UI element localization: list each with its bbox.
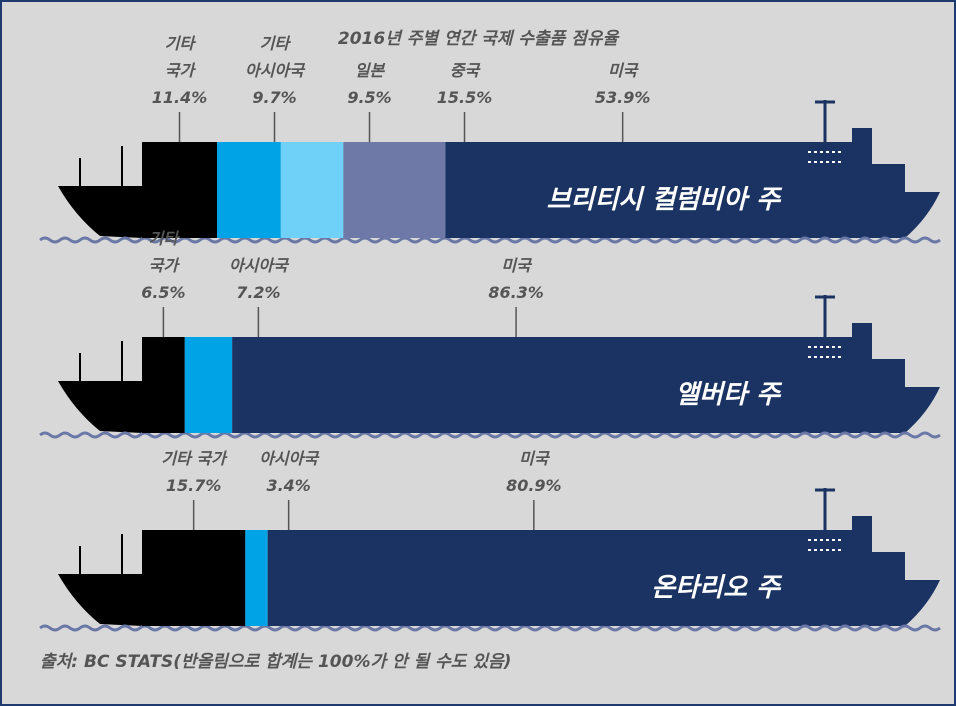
bar-segment	[267, 530, 801, 626]
category-label: 기타 국가	[165, 34, 197, 80]
ship-name: 앨버타 주	[675, 380, 783, 410]
ship-stern	[800, 128, 940, 238]
ship-name: 브리티시 컬럼비아 주	[547, 185, 783, 215]
value-label: 80.9%	[506, 476, 562, 495]
bar-segment	[280, 142, 344, 238]
value-label: 6.5%	[141, 283, 185, 302]
waves	[39, 236, 941, 244]
source-note: 출처: BC STATS(반올림으로 합계는 100%가 안 될 수도 있음)	[40, 652, 511, 672]
ship-stern	[800, 323, 940, 433]
value-label: 3.4%	[266, 476, 310, 495]
ship-name: 온타리오 주	[651, 573, 783, 603]
value-label: 9.7%	[252, 88, 296, 107]
value-label: 86.3%	[488, 283, 544, 302]
value-label: 11.4%	[152, 88, 208, 107]
value-label: 53.9%	[595, 88, 651, 107]
ship-bow	[58, 142, 142, 238]
value-label: 9.5%	[347, 88, 391, 107]
ship-stern	[800, 516, 940, 626]
bar-segment	[343, 142, 446, 238]
category-label: 아시아국	[259, 449, 320, 468]
bar-segment	[445, 142, 800, 238]
ship-bow	[58, 530, 142, 626]
value-label: 15.7%	[166, 476, 222, 495]
bar-segment	[142, 142, 218, 238]
bar-segment	[142, 530, 246, 626]
category-label: 기타 국가	[149, 229, 181, 275]
waves	[39, 624, 941, 632]
value-label: 15.5%	[437, 88, 493, 107]
chart-title: 2016년 주별 연간 국제 수출품 점유율	[338, 29, 621, 49]
bar-segment	[184, 337, 233, 433]
bar-segment	[232, 337, 800, 433]
category-label: 미국	[501, 256, 533, 275]
category-label: 중국	[450, 61, 482, 80]
category-label: 미국	[608, 61, 640, 80]
category-label: 기타 국가	[161, 449, 228, 468]
ship-bow	[58, 337, 142, 433]
category-label: 기타 아시아국	[245, 34, 306, 80]
category-label: 미국	[519, 449, 551, 468]
category-label: 아시아국	[229, 256, 290, 275]
category-label: 일본	[355, 61, 386, 80]
bar-segment	[142, 337, 185, 433]
bar-segment	[217, 142, 281, 238]
value-label: 7.2%	[236, 283, 280, 302]
bar-segment	[245, 530, 268, 626]
waves	[39, 431, 941, 439]
